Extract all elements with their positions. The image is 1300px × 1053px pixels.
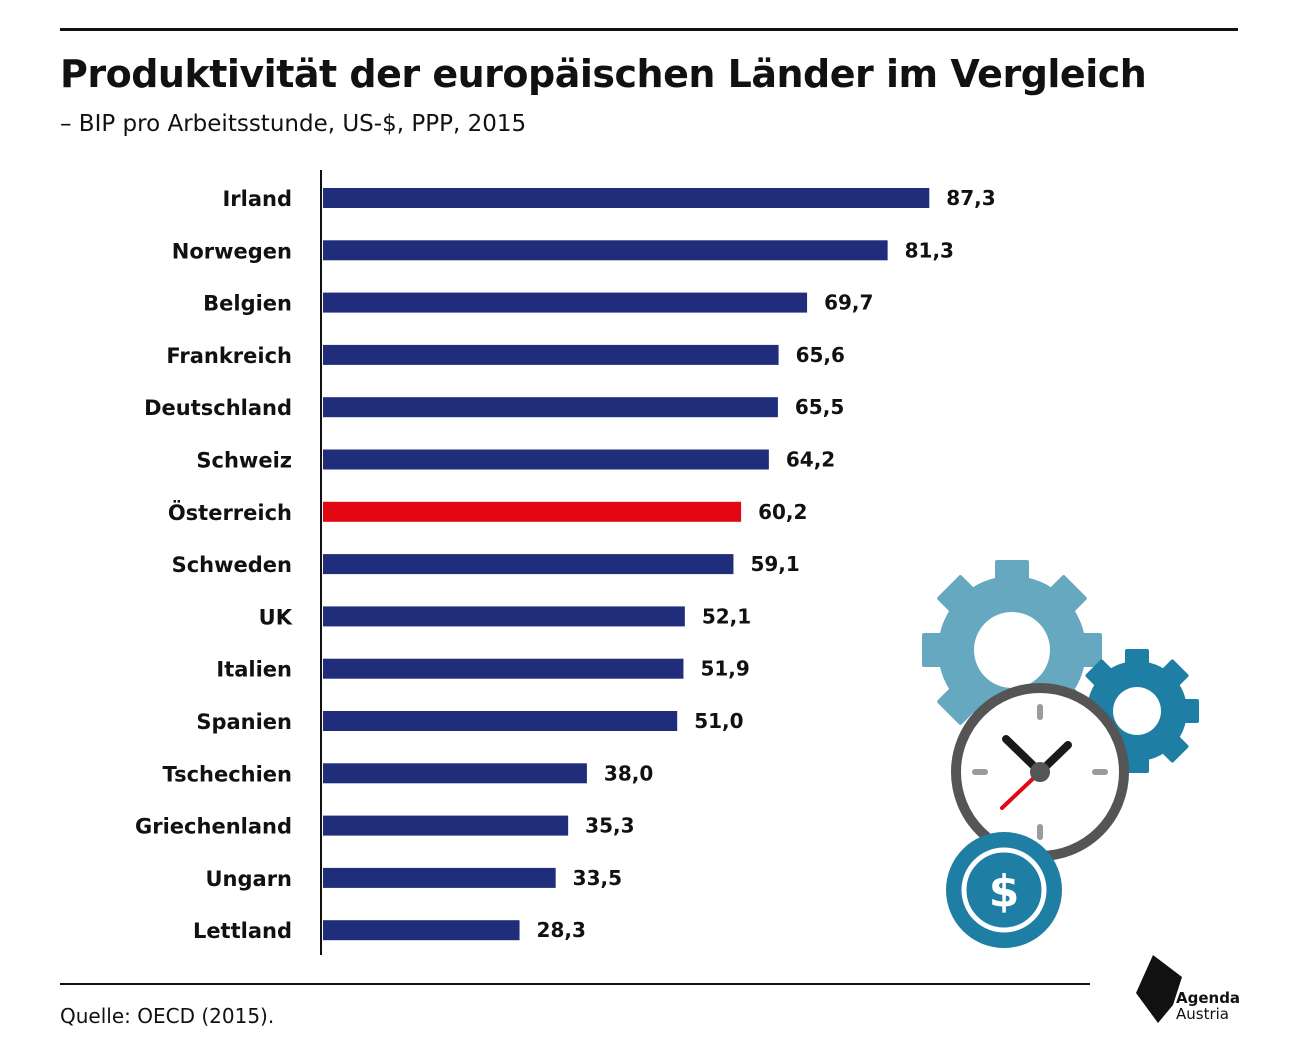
source-note: Quelle: OECD (2015). <box>60 1004 275 1028</box>
category-label: Norwegen <box>172 239 292 263</box>
value-label: 28,3 <box>537 918 586 942</box>
bar <box>323 711 678 731</box>
agenda-austria-logo-icon <box>1136 955 1182 1023</box>
bar <box>323 658 684 679</box>
value-label: 51,9 <box>700 657 749 681</box>
value-label: 52,1 <box>702 604 751 628</box>
category-label: UK <box>259 605 293 629</box>
value-label: 65,6 <box>796 343 845 367</box>
bar <box>323 867 556 888</box>
bar <box>323 292 808 313</box>
dollar-coin-icon: $ <box>946 832 1062 948</box>
category-label: Spanien <box>196 710 292 734</box>
productivity-illustration: $ <box>922 560 1199 948</box>
value-label: 65,5 <box>795 395 844 419</box>
category-label: Österreich <box>168 500 292 525</box>
category-label: Griechenland <box>135 815 292 839</box>
bar <box>323 763 587 784</box>
category-label: Italien <box>216 658 292 682</box>
clock-icon <box>951 683 1129 861</box>
value-label: 87,3 <box>946 186 995 210</box>
bar <box>323 815 569 836</box>
category-label: Schweden <box>172 553 292 577</box>
bar-highlight <box>323 501 742 522</box>
logo-text-line2: Austria <box>1176 1005 1229 1023</box>
category-label: Lettland <box>193 919 292 943</box>
value-label: 33,5 <box>573 866 622 890</box>
value-label: 69,7 <box>824 291 873 315</box>
bottom-rule <box>60 983 1090 985</box>
bar <box>323 920 520 941</box>
top-rule <box>60 28 1238 31</box>
chart-subtitle: – BIP pro Arbeitsstunde, US-$, PPP, 2015 <box>60 111 527 137</box>
category-label: Schweiz <box>196 449 292 473</box>
value-label: 38,0 <box>604 761 653 785</box>
bar <box>323 397 778 418</box>
bar <box>323 554 734 575</box>
chart-title: Produktivität der europäischen Länder im… <box>60 52 1147 96</box>
category-label: Deutschland <box>144 396 292 420</box>
category-label: Frankreich <box>166 344 292 368</box>
dollar-symbol: $ <box>989 866 1020 917</box>
bar <box>323 240 888 261</box>
value-label: 64,2 <box>786 448 835 472</box>
value-label: 81,3 <box>905 238 954 262</box>
bar-chart: Irland 87,3 Norwegen 81,3 Belgien 69,7 Frankre… <box>135 170 996 955</box>
logo-text-line1: Agenda <box>1176 989 1241 1007</box>
value-label: 35,3 <box>585 814 634 838</box>
category-label: Tschechien <box>163 762 292 786</box>
bar <box>323 606 685 627</box>
category-label: Belgien <box>203 292 292 316</box>
value-label: 59,1 <box>750 552 799 576</box>
bar <box>323 449 769 470</box>
category-label: Irland <box>222 187 292 211</box>
value-label: 51,0 <box>694 709 743 733</box>
category-label: Ungarn <box>205 867 292 891</box>
bar <box>323 188 930 208</box>
bar <box>323 344 779 365</box>
value-label: 60,2 <box>758 500 807 524</box>
